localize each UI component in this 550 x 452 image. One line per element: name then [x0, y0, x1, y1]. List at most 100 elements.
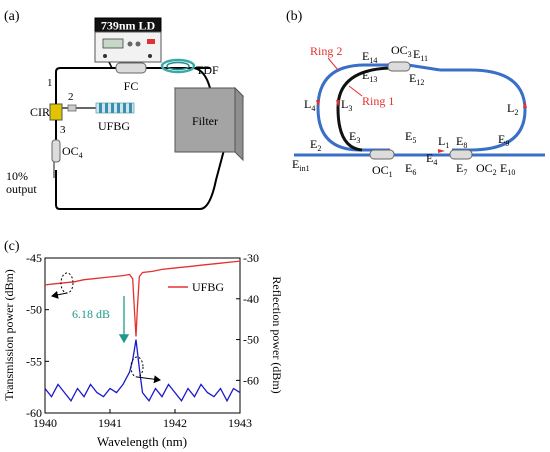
oc3-label: OC [391, 43, 408, 57]
svg-text:L2: L2 [507, 101, 518, 117]
ld-knob-icon [127, 41, 133, 47]
svg-text:OC1: OC1 [372, 163, 393, 179]
panel-c: (c) 1940 1941 1942 1943 -60 -55 -50 -45 -60 -50 -4… [2, 239, 284, 449]
x-tick-label: 1940 [33, 416, 57, 430]
ufbg-label: UFBG [98, 119, 130, 133]
e2-label: E [310, 137, 317, 151]
ld-output-port-icon [103, 54, 107, 58]
arrow-l3-icon [336, 100, 340, 107]
y-tick-label-right: -60 [243, 373, 259, 387]
e5-label: E [405, 129, 412, 143]
ring2-top-join [407, 63, 441, 72]
oc1-label: OC [372, 163, 389, 177]
axis-ticks: 1940 1941 1942 1943 -60 -55 -50 -45 -60 -50 -40 -30 [26, 251, 259, 430]
legend-label-ufbg: UFBG [192, 280, 224, 294]
laser-diode-739nm: 739nm LD [94, 17, 162, 63]
e14-label: E [362, 49, 369, 63]
left-axis-arrow [51, 290, 68, 299]
tdf-coil-icon [160, 58, 196, 74]
svg-text:L3: L3 [341, 97, 352, 113]
y-tick-label-right: -40 [243, 292, 259, 306]
svg-text:L1: L1 [438, 134, 449, 150]
output-label: output [6, 182, 37, 196]
right-axis-marker [130, 356, 144, 378]
svg-text:E10: E10 [500, 161, 515, 177]
ring1 [336, 66, 391, 152]
svg-text:OC4: OC4 [62, 144, 83, 160]
svg-text:E4: E4 [426, 151, 437, 167]
transmission-series-line [44, 260, 241, 337]
svg-text:E11: E11 [413, 47, 428, 63]
output-percent: 10% [6, 169, 28, 183]
ld-port-icon [148, 54, 152, 58]
svg-text:L4: L4 [304, 97, 315, 113]
y-axis-right-label: Reflection power (dBm) [270, 276, 284, 393]
ring2-pointer [327, 57, 339, 71]
arrow-l2-icon [523, 101, 527, 108]
coupler-oc3 [387, 61, 411, 72]
e13-label: E [362, 68, 369, 82]
fiber-loop-bottom [55, 134, 229, 210]
filter-box: Filter [173, 86, 245, 162]
svg-text:E9: E9 [498, 132, 509, 148]
ring2-left [316, 63, 390, 152]
l3-label: L [341, 97, 348, 111]
x-tick-label: 1941 [98, 416, 122, 430]
reflection-series-line [44, 339, 241, 403]
y-axis-left-label: Transmission power (dBm) [2, 269, 16, 401]
x-tick-label: 1942 [163, 416, 187, 430]
ring2-label: Ring 2 [310, 44, 342, 58]
panel-a-label: (a) [4, 9, 20, 24]
svg-text:Ein1: Ein1 [292, 157, 310, 173]
svg-text:E6: E6 [405, 161, 416, 177]
panel-a: (a) 739nm LD FC TDF [4, 9, 245, 210]
ld-display [102, 38, 124, 49]
tdf-label: TDF [196, 63, 219, 77]
fiber-loop-top [55, 67, 210, 152]
svg-text:E5: E5 [405, 129, 416, 145]
arrow-l1-icon [438, 149, 445, 153]
ring1-pointer [348, 85, 363, 97]
e4-label: E [426, 151, 433, 165]
svg-text:E7: E7 [456, 161, 467, 177]
y-tick-label-right: -30 [243, 251, 259, 265]
y-tick-label-left: -50 [26, 303, 42, 317]
coupler-oc2 [449, 149, 473, 160]
svg-text:OC3: OC3 [391, 43, 412, 59]
coupler-oc1 [369, 149, 395, 160]
cir-port-1: 1 [47, 77, 53, 89]
svg-text:E12: E12 [409, 71, 424, 87]
panel-c-label: (c) [4, 239, 20, 254]
x-tick-label: 1943 [228, 416, 252, 430]
ufbg-grating: UFBG [62, 102, 135, 133]
circulator-cir: CIR 1 2 3 [30, 77, 74, 138]
fiber-to-filter [193, 67, 211, 89]
cir-port-2: 2 [68, 91, 74, 103]
svg-text:E3: E3 [349, 129, 360, 145]
e9-label: E [498, 132, 505, 146]
ein1-label: E [292, 157, 299, 171]
ring2-right [440, 68, 527, 152]
ld-label: 739nm LD [101, 19, 156, 33]
cir-label: CIR [30, 105, 50, 119]
panel-b-label: (b) [286, 9, 303, 24]
plot-frame [44, 257, 241, 414]
e7-label: E [456, 161, 463, 175]
x-axis-label: Wavelength (nm) [97, 434, 187, 449]
y-tick-label-right: -50 [243, 333, 259, 347]
depth-annotation: 6.18 dB [72, 307, 110, 321]
svg-text:E2: E2 [310, 137, 321, 153]
cir-port-3: 3 [60, 124, 66, 136]
oc4-label: OC [62, 144, 79, 158]
svg-text:E13: E13 [362, 68, 377, 84]
e12-label: E [409, 71, 416, 85]
panel-b: (b) Ring 2 Ring 1 OC3 OC1 OC2 L1 L2 L3 L… [286, 9, 545, 179]
e10-label: E [500, 161, 507, 175]
y-tick-label-left: -60 [26, 406, 42, 420]
cir-body [49, 103, 63, 121]
arrow-l4-icon [316, 100, 320, 107]
fc-label: FC [124, 79, 139, 93]
e8-label: E [456, 134, 463, 148]
e3-label: E [349, 129, 356, 143]
ring1-label: Ring 1 [362, 94, 394, 108]
